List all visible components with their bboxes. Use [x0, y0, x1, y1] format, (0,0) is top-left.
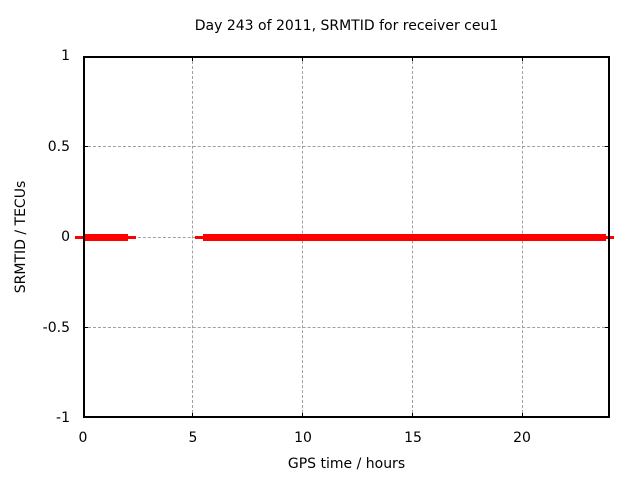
tick-mark-left	[83, 327, 88, 328]
plot-area	[75, 56, 614, 418]
x-tick-label: 20	[513, 430, 531, 446]
x-tick-label: 0	[78, 430, 88, 446]
data-line-segment	[202, 233, 606, 241]
tick-mark-bottom	[521, 413, 523, 418]
chart-title: Day 243 of 2011, SRMTID for receiver ceu…	[194, 18, 499, 34]
gridline-horizontal	[83, 146, 610, 147]
tick-mark-bottom	[411, 413, 413, 418]
x-tick-label: 15	[404, 430, 422, 446]
y-tick-label: -1	[56, 410, 70, 426]
tick-mark-bottom	[302, 413, 304, 418]
data-line-segment	[83, 233, 128, 241]
x-tick-label: 5	[188, 430, 198, 446]
tick-mark-left	[83, 146, 88, 147]
y-tick-label: 0.5	[47, 138, 70, 155]
tick-mark-top	[521, 56, 523, 61]
tick-mark-top	[192, 56, 194, 61]
gridline-horizontal	[83, 327, 610, 328]
x-axis-label: GPS time / hours	[287, 456, 406, 472]
tick-mark-top	[302, 56, 304, 61]
tick-mark-right	[605, 327, 610, 328]
y-tick-label: -0.5	[42, 319, 70, 336]
x-tick-label: 10	[294, 430, 312, 446]
tick-mark-top	[411, 56, 413, 61]
y-tick-label: 0	[61, 229, 70, 245]
tick-mark-bottom	[192, 413, 194, 418]
y-tick-label: 1	[61, 48, 70, 64]
tick-mark-right	[605, 146, 610, 147]
